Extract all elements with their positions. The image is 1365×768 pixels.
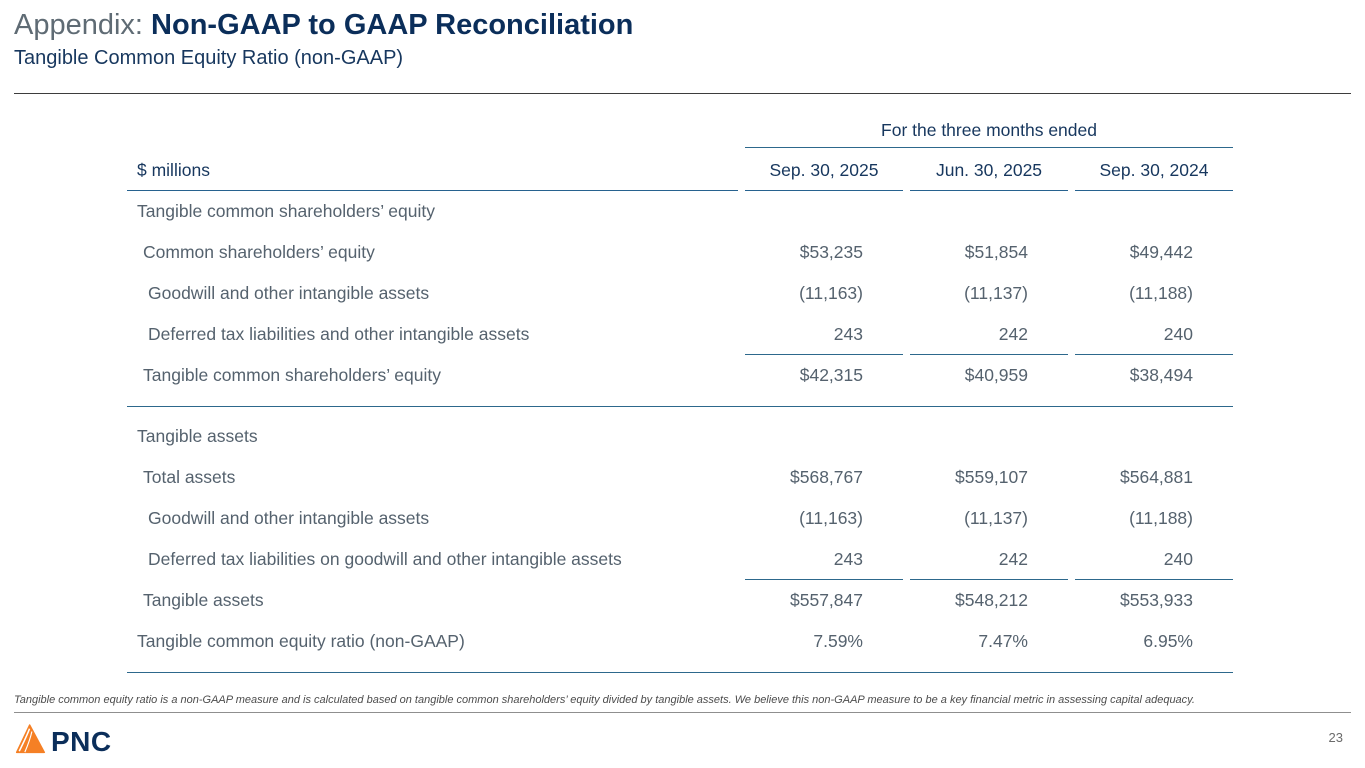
row-value: 7.59% [813,631,863,651]
pnc-logo-icon [14,724,46,759]
table-row-subtotal: Tangible assets $557,847 $548,212 $553,9… [127,580,1233,621]
table-bottom-divider [127,672,1233,673]
period-header: For the three months ended [745,120,1233,148]
title-main: Non-GAAP to GAAP Reconciliation [151,9,634,41]
table-row-ratio: Tangible common equity ratio (non-GAAP) … [127,621,1233,662]
period-header-row: For the three months ended [127,115,1233,148]
row-value: 6.95% [1143,631,1193,651]
header-divider [14,93,1351,94]
spacer [127,115,738,148]
row-value: $553,933 [1120,590,1193,610]
row-value: $559,107 [955,467,1028,487]
row-value: 7.47% [978,631,1028,651]
row-value: (11,163) [799,508,863,528]
row-value: 240 [1075,539,1233,580]
column-header: Jun. 30, 2025 [910,160,1068,191]
page-number: 23 [1328,730,1343,745]
table-row: Goodwill and other intangible assets (11… [127,273,1233,314]
row-value: $548,212 [955,590,1028,610]
table-row: Deferred tax liabilities and other intan… [127,314,1233,355]
row-value: $53,235 [799,242,863,262]
title-prefix: Appendix: [14,9,152,41]
column-header-row: $ millions Sep. 30, 2025 Jun. 30, 2025 S… [127,148,1233,191]
table-row-section: Tangible assets [127,416,1233,457]
slide-header: Appendix: Non-GAAP to GAAP Reconciliatio… [14,8,1351,70]
row-value: $557,847 [790,590,863,610]
row-value: 242 [910,539,1068,580]
row-value: 242 [910,314,1068,355]
table-row: Deferred tax liabilities on goodwill and… [127,539,1233,580]
table-row-subtotal: Tangible common shareholders’ equity $42… [127,355,1233,396]
row-label: Common shareholders’ equity [143,242,375,262]
row-value: $51,854 [964,242,1028,262]
row-label: Tangible assets [143,590,264,610]
row-label: Tangible common shareholders’ equity [143,365,441,385]
row-value: $40,959 [964,365,1028,385]
row-value: $49,442 [1129,242,1193,262]
row-label: Tangible common shareholders’ equity [137,201,435,221]
page-title: Appendix: Non-GAAP to GAAP Reconciliatio… [14,8,1351,42]
row-label: Deferred tax liabilities and other intan… [148,324,530,344]
row-value: (11,163) [799,283,863,303]
page-subtitle: Tangible Common Equity Ratio (non-GAAP) [14,47,404,69]
table-row: Total assets $568,767 $559,107 $564,881 [127,457,1233,498]
row-label: Goodwill and other intangible assets [148,508,430,528]
column-header: Sep. 30, 2024 [1075,160,1233,191]
row-value: 240 [1075,314,1233,355]
section-divider [127,406,1233,407]
row-label: Tangible common equity ratio (non-GAAP) [137,631,465,651]
row-value: 243 [745,314,903,355]
row-label: Goodwill and other intangible assets [148,283,430,303]
pnc-logo: PNC [14,724,112,759]
row-label: Deferred tax liabilities on goodwill and… [148,549,622,569]
table-row: Goodwill and other intangible assets (11… [127,498,1233,539]
row-label: Total assets [143,467,236,487]
table-row-section: Tangible common shareholders’ equity [127,191,1233,232]
row-label: Tangible assets [137,426,258,446]
row-value: $42,315 [799,365,863,385]
pnc-logo-text: PNC [51,725,112,757]
reconciliation-table: For the three months ended $ millions Se… [127,115,1233,682]
table-row: Common shareholders’ equity $53,235 $51,… [127,232,1233,273]
row-value: $564,881 [1120,467,1193,487]
units-label: $ millions [127,160,738,191]
row-value: $38,494 [1129,365,1193,385]
row-value: (11,188) [1129,508,1193,528]
row-value: $568,767 [790,467,863,487]
column-header: Sep. 30, 2025 [745,160,903,191]
row-value: 243 [745,539,903,580]
row-value: (11,188) [1129,283,1193,303]
footnote: Tangible common equity ratio is a non-GA… [14,693,1351,713]
row-value: (11,137) [964,283,1028,303]
row-value: (11,137) [964,508,1028,528]
